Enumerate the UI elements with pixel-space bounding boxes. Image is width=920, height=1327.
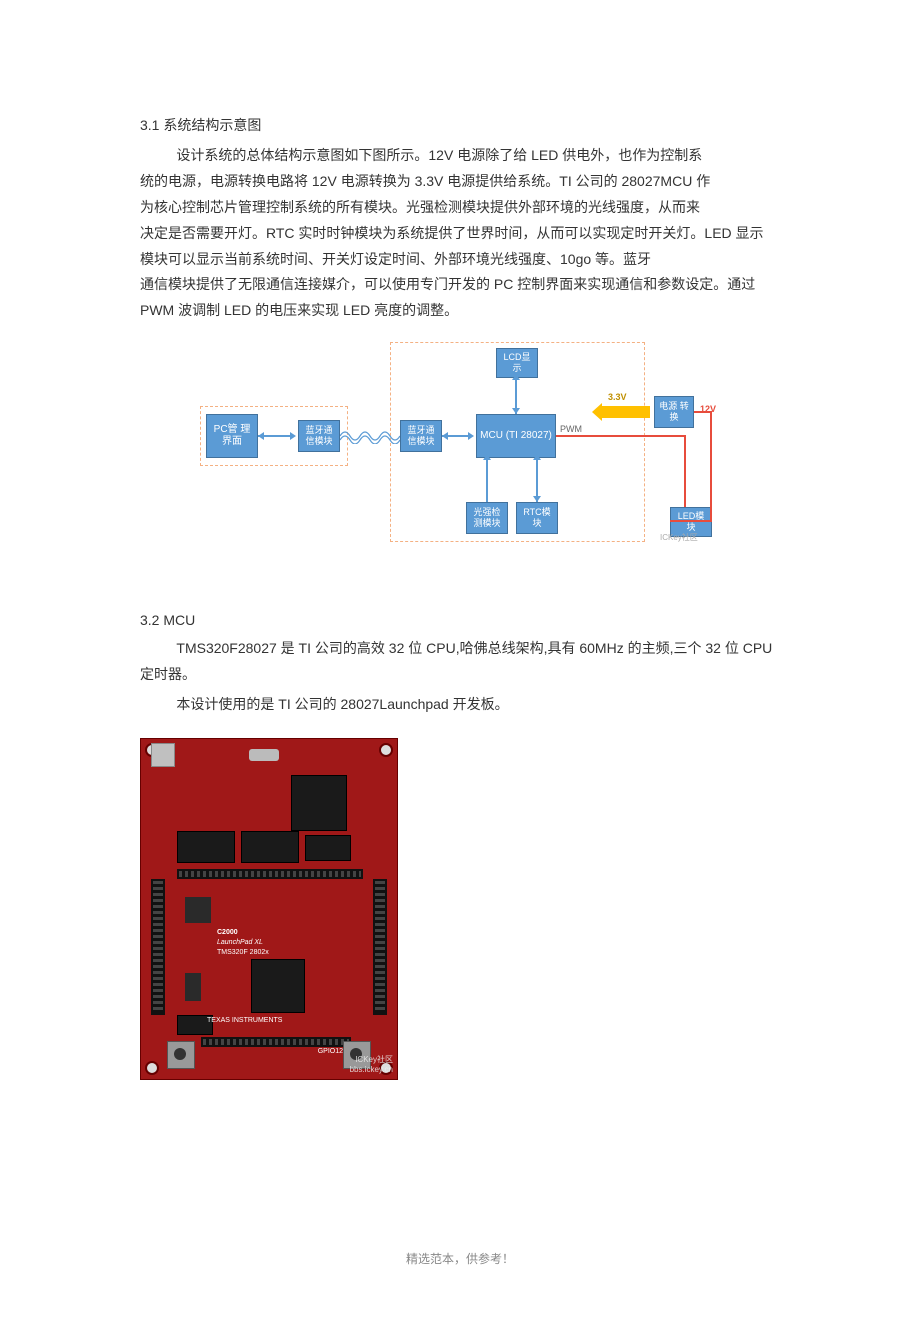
s31-line4: 决定是否需要开灯。RTC 实时时钟模块为系统提供了世界时间，从而可以实现定时开关… — [140, 221, 780, 247]
label-33v: 3.3V — [608, 392, 627, 402]
node-pc: PC管 理界面 — [206, 414, 258, 458]
s32-line1: TMS320F28027 是 TI 公司的高效 32 位 CPU,哈佛总线架构,… — [140, 636, 780, 662]
node-light: 光强检 测模块 — [466, 502, 508, 534]
arrow-mcu-lcd-u — [512, 374, 520, 380]
arrow-33v — [600, 406, 650, 418]
arrow-bt-mcu-r — [468, 432, 474, 440]
s31-line7: PWM 波调制 LED 的电压来实现 LED 亮度的调整。 — [140, 298, 780, 324]
section-3-2-heading: 3.2 MCU — [140, 612, 780, 628]
s31-line5: 模块可以显示当前系统时间、开关灯设定时间、外部环境光线强度、10go 等。蓝牙 — [140, 247, 780, 273]
launchpad-board-image: C2000 LaunchPad XL TMS320F 2802x TEXAS I… — [140, 738, 398, 1080]
diagram-watermark: ICKey社区 — [660, 532, 698, 543]
node-rtc: RTC模 块 — [516, 502, 558, 534]
arrow-pc-bt-l — [258, 432, 264, 440]
silk-part: TMS320F 2802x — [217, 949, 269, 956]
s31-line3: 为核心控制芯片管理控制系统的所有模块。光强检测模块提供外部环境的光线强度，从而来 — [140, 195, 780, 221]
silk-gpio: GPIO12 — [318, 1048, 343, 1055]
s31-line1: 设计系统的总体结构示意图如下图所示。12V 电源除了给 LED 供电外，也作为控… — [140, 143, 780, 169]
wire-mcu-light — [486, 458, 488, 502]
arrow-mcu-lcd-d — [512, 408, 520, 414]
s31-line6: 通信模块提供了无限通信连接媒介，可以使用专门开发的 PC 控制界面来实现通信和参… — [140, 272, 780, 298]
s31-line2: 统的电源，电源转换电路将 12V 电源转换为 3.3V 电源提供给系统。TI 公… — [140, 169, 780, 195]
node-bt-mcu: 蓝牙通 信模块 — [400, 420, 442, 452]
arrow-light-mcu — [483, 454, 491, 460]
wire-12v-v — [710, 411, 712, 522]
section-3-1-heading: 3.1 系统结构示意图 — [140, 115, 780, 135]
node-mcu: MCU (TI 28027) — [476, 414, 556, 458]
arrow-rtc-mcu-d — [533, 496, 541, 502]
s32-line2: 定时器。 — [140, 662, 780, 688]
silk-launchpad: LaunchPad XL — [217, 939, 263, 946]
node-power: 电源 转换 — [654, 396, 694, 428]
wire-12v-led — [670, 520, 712, 522]
bluetooth-wireless-icon — [340, 428, 400, 444]
usb-connector-icon — [151, 743, 175, 767]
board-watermark-2: bbs.ickey.cn — [350, 1066, 393, 1075]
wire-pwm — [556, 435, 686, 437]
arrow-pc-bt-r — [290, 432, 296, 440]
system-block-diagram: PC管 理界面 蓝牙通 信模块 蓝牙通 信模块 MCU (TI 28027) L… — [200, 342, 720, 542]
page-footer: 精选范本，供参考！ — [140, 1250, 780, 1267]
silk-ti-logo: TEXAS INSTRUMENTS — [207, 1017, 282, 1024]
arrow-bt-mcu-l — [442, 432, 448, 440]
wire-pwm-v — [684, 435, 686, 507]
board-watermark-1: ICKey社区 — [355, 1056, 393, 1065]
label-pwm: PWM — [560, 424, 582, 434]
node-bt-pc: 蓝牙通 信模块 — [298, 420, 340, 452]
silk-c2000: C2000 — [217, 929, 238, 936]
arrow-rtc-mcu-u — [533, 454, 541, 460]
s32-line3: 本设计使用的是 TI 公司的 28027Launchpad 开发板。 — [140, 692, 780, 718]
